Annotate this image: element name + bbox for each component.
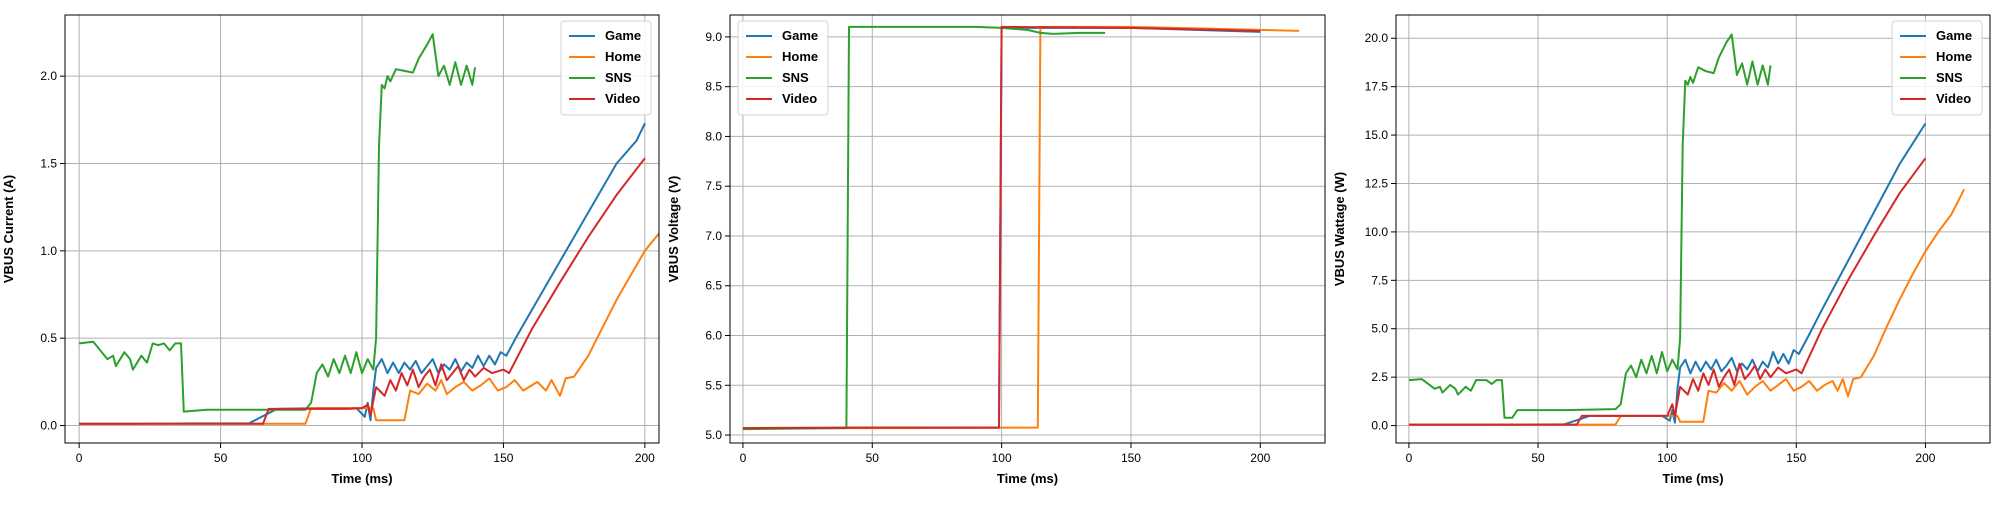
series-line-video <box>79 157 646 425</box>
legend-label-video: Video <box>605 91 640 106</box>
legend-label-game: Game <box>605 28 641 43</box>
y-tick-label: 7.0 <box>705 229 722 243</box>
x-tick-label: 200 <box>635 451 655 465</box>
y-tick-label: 15.0 <box>1365 128 1389 142</box>
y-tick-label: 0.0 <box>40 419 57 433</box>
y-tick-label: 20.0 <box>1365 31 1389 45</box>
y-tick-label: 6.0 <box>705 329 722 343</box>
x-tick-label: 150 <box>1121 451 1141 465</box>
plot-frame <box>1395 14 1991 444</box>
y-axis-label: VBUS Voltage (V) <box>666 176 681 283</box>
legend-label-sns: SNS <box>605 70 632 85</box>
legend-label-home: Home <box>782 49 818 64</box>
series-line-game <box>79 122 646 425</box>
x-tick-label: 50 <box>1531 451 1545 465</box>
legend-label-video: Video <box>782 91 817 106</box>
x-tick-label: 0 <box>76 451 83 465</box>
x-tick-label: 100 <box>352 451 372 465</box>
chart-panel-3: 0 50 100 150 200 0.0 2.5 5.0 7.5 10.0 12.5 15.0 17.5… <box>1332 14 1991 486</box>
legend-label-game: Game <box>782 28 818 43</box>
y-tick-label: 2.0 <box>40 69 57 83</box>
y-tick-label: 5.0 <box>705 428 722 442</box>
legend-box <box>1891 20 1983 116</box>
legend-label-home: Home <box>605 49 641 64</box>
y-tick-label: 0.0 <box>1371 419 1388 433</box>
y-tick-label: 2.5 <box>1371 370 1388 384</box>
y-axis-label: VBUS Wattage (W) <box>1332 172 1347 286</box>
y-tick-label: 17.5 <box>1365 80 1389 94</box>
y-tick-label: 1.0 <box>40 244 57 258</box>
y-tick-label: 7.5 <box>1371 273 1388 287</box>
legend-label-game: Game <box>1936 28 1972 43</box>
chart-panel-1: 0 50 100 150 200 0.0 0.5 1.0 1.5 2.0 Time (ms) VBUS… <box>1 14 660 486</box>
x-tick-label: 0 <box>1406 451 1413 465</box>
y-tick-label: 1.5 <box>40 156 57 170</box>
series-line-game <box>1408 122 1927 426</box>
y-tick-label: 0.5 <box>40 331 57 345</box>
legend: Game Home SNS Video <box>737 20 829 116</box>
x-tick-label: 100 <box>1657 451 1677 465</box>
series-line-home <box>1408 188 1966 426</box>
legend-box <box>737 20 829 116</box>
x-axis-label: Time (ms) <box>997 471 1058 486</box>
legend: Game Home SNS Video <box>560 20 652 116</box>
legend: Game Home SNS Video <box>1891 20 1983 116</box>
y-tick-label: 5.0 <box>1371 322 1388 336</box>
x-tick-label: 200 <box>1915 451 1935 465</box>
legend-label-sns: SNS <box>1936 70 1963 85</box>
y-tick-label: 9.0 <box>705 30 722 44</box>
legend-label-home: Home <box>1936 49 1972 64</box>
y-tick-label: 10.0 <box>1365 225 1389 239</box>
y-tick-label: 6.5 <box>705 279 722 293</box>
y-tick-label: 5.5 <box>705 378 722 392</box>
x-tick-label: 50 <box>214 451 228 465</box>
x-tick-label: 200 <box>1250 451 1270 465</box>
y-tick-label: 12.5 <box>1365 176 1389 190</box>
legend-label-sns: SNS <box>782 70 809 85</box>
x-tick-label: 100 <box>992 451 1012 465</box>
x-tick-label: 0 <box>740 451 747 465</box>
x-axis-label: Time (ms) <box>331 471 392 486</box>
series-line-sns <box>78 33 477 413</box>
y-tick-label: 7.5 <box>705 179 722 193</box>
chart-panel-2: 0 50 100 150 200 5.0 5.5 6.0 6.5 7.0 7.5 8.0 8.5 9.0 T… <box>666 14 1326 486</box>
legend-label-video: Video <box>1936 91 1971 106</box>
y-tick-label: 8.5 <box>705 80 722 94</box>
x-axis-label: Time (ms) <box>1662 471 1723 486</box>
y-axis-label: VBUS Current (A) <box>1 175 16 283</box>
x-tick-label: 150 <box>1786 451 1806 465</box>
plot-frame <box>729 14 1326 444</box>
y-tick-label: 8.0 <box>705 129 722 143</box>
legend-box <box>560 20 652 116</box>
series-line-video <box>1408 157 1927 426</box>
series-line-video <box>742 25 1261 430</box>
x-tick-label: 50 <box>866 451 880 465</box>
x-tick-label: 150 <box>493 451 513 465</box>
series-line-sns <box>1408 33 1772 419</box>
